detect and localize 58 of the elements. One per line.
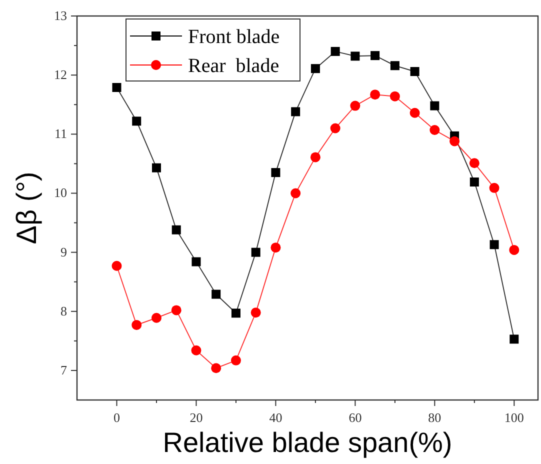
point	[470, 178, 479, 187]
point	[469, 158, 480, 168]
point	[450, 136, 460, 146]
y-tick-label: 7	[60, 362, 68, 378]
y-tick-label: 9	[60, 244, 67, 260]
point	[291, 107, 300, 116]
point	[132, 320, 142, 330]
x-tick-label: 40	[269, 410, 282, 425]
point	[132, 116, 142, 126]
point	[509, 244, 520, 255]
point	[112, 260, 122, 271]
point	[410, 67, 420, 76]
point	[231, 308, 240, 318]
y-tick-label: 10	[54, 185, 67, 200]
point	[370, 90, 380, 100]
point	[330, 46, 340, 56]
x-tick-label: 60	[348, 410, 362, 425]
point	[430, 125, 440, 136]
point	[271, 168, 280, 178]
x-tick-label: 100	[504, 410, 524, 425]
legend-label: Rear blade	[188, 55, 280, 77]
point	[430, 101, 440, 110]
legend-label: Front blade	[188, 26, 280, 48]
point	[310, 152, 320, 162]
point	[171, 305, 182, 316]
point	[350, 100, 360, 111]
point	[212, 290, 221, 299]
x-tick-label: 80	[428, 410, 442, 425]
point	[192, 257, 201, 266]
point	[490, 240, 499, 250]
point	[172, 225, 181, 234]
point	[270, 242, 281, 253]
point	[489, 182, 500, 193]
point	[410, 108, 420, 118]
y-tick-label: 13	[54, 8, 67, 23]
point	[390, 91, 400, 102]
point	[330, 123, 340, 134]
point	[510, 334, 519, 344]
point	[211, 363, 222, 374]
point	[390, 61, 400, 70]
point	[350, 52, 360, 61]
point	[230, 355, 241, 366]
y-axis-title: Δβ (°)	[11, 172, 42, 244]
point	[152, 163, 161, 172]
y-tick-label: 11	[54, 126, 67, 142]
point	[151, 312, 162, 323]
point	[310, 64, 320, 74]
x-tick-label: 0	[113, 410, 120, 425]
point	[370, 51, 380, 60]
y-tick-label: 12	[54, 67, 67, 82]
point	[290, 188, 301, 198]
point	[191, 345, 202, 356]
point	[251, 248, 260, 257]
x-axis-title: Relative blade span(%)	[162, 427, 452, 458]
y-tick-label: 8	[60, 303, 67, 318]
point	[112, 82, 122, 92]
point	[250, 308, 261, 318]
x-tick-label: 20	[190, 410, 203, 425]
